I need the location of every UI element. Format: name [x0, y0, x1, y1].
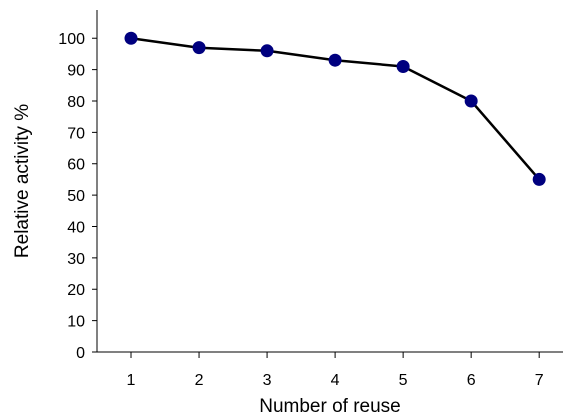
plot-area: [124, 31, 546, 186]
x-tick-label: 6: [467, 372, 476, 389]
x-tick-label: 2: [195, 372, 204, 389]
data-point: [396, 59, 410, 73]
y-tick-label: 50: [67, 188, 85, 205]
data-point: [532, 172, 546, 186]
y-tick-label: 40: [67, 219, 85, 236]
y-tick-label: 90: [67, 63, 85, 80]
data-point: [328, 53, 342, 67]
data-point: [260, 44, 274, 58]
x-tick-label: 1: [127, 372, 136, 389]
y-tick-label: 60: [67, 157, 85, 174]
data-point: [192, 41, 206, 55]
x-tick-label: 3: [263, 372, 272, 389]
y-tick-label: 100: [58, 31, 85, 48]
y-tick-label: 10: [67, 314, 85, 331]
x-tick-label: 5: [399, 372, 408, 389]
data-point: [464, 94, 478, 108]
y-tick-label: 70: [67, 125, 85, 142]
y-ticks: 0 10 20 30 40 50 60 70 80 90 100: [58, 31, 97, 362]
x-ticks: 1 2 3 4 5 6 7: [127, 352, 544, 389]
x-axis-title: Number of reuse: [259, 396, 401, 417]
y-axis-title: Relative activity %: [12, 104, 33, 258]
y-tick-label: 30: [67, 251, 85, 268]
y-tick-label: 80: [67, 94, 85, 111]
y-tick-label: 20: [67, 282, 85, 299]
x-tick-label: 4: [331, 372, 340, 389]
y-tick-label: 0: [76, 345, 85, 362]
x-tick-label: 7: [535, 372, 544, 389]
data-point: [124, 31, 138, 45]
